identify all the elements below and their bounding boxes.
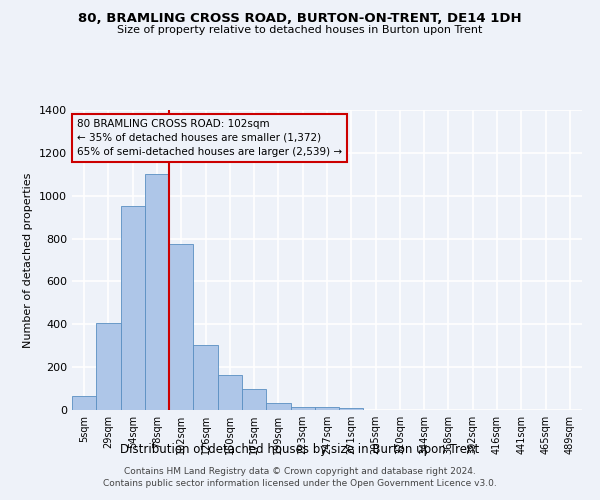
Text: Distribution of detached houses by size in Burton upon Trent: Distribution of detached houses by size …: [121, 442, 479, 456]
Bar: [339, 408, 364, 410]
Bar: [193, 344, 218, 410]
Bar: [315, 407, 339, 410]
Text: 80 BRAMLING CROSS ROAD: 102sqm
← 35% of detached houses are smaller (1,372)
65% : 80 BRAMLING CROSS ROAD: 102sqm ← 35% of …: [77, 119, 342, 157]
Bar: [145, 174, 169, 410]
Text: Contains public sector information licensed under the Open Government Licence v3: Contains public sector information licen…: [103, 478, 497, 488]
Bar: [72, 396, 96, 410]
Bar: [169, 244, 193, 410]
Bar: [96, 323, 121, 410]
Bar: [242, 388, 266, 410]
Bar: [266, 402, 290, 410]
Bar: [121, 206, 145, 410]
Text: Size of property relative to detached houses in Burton upon Trent: Size of property relative to detached ho…: [118, 25, 482, 35]
Bar: [290, 407, 315, 410]
Text: Contains HM Land Registry data © Crown copyright and database right 2024.: Contains HM Land Registry data © Crown c…: [124, 467, 476, 476]
Bar: [218, 374, 242, 410]
Text: 80, BRAMLING CROSS ROAD, BURTON-ON-TRENT, DE14 1DH: 80, BRAMLING CROSS ROAD, BURTON-ON-TRENT…: [78, 12, 522, 26]
Y-axis label: Number of detached properties: Number of detached properties: [23, 172, 34, 348]
